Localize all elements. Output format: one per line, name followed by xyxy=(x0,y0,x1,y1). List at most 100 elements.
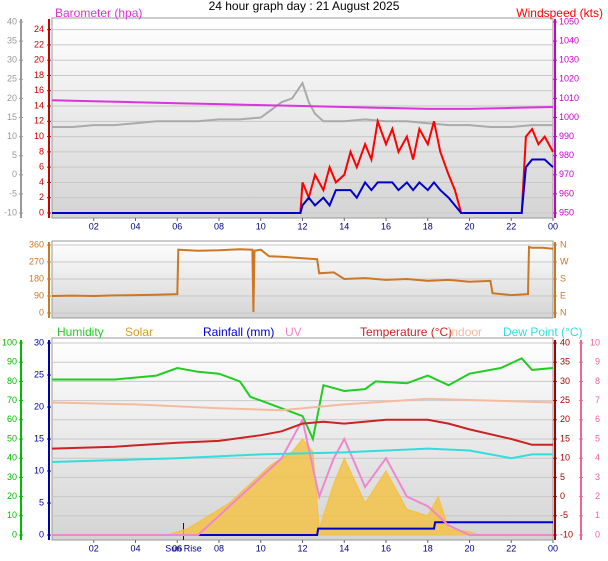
y-tick-label: 10 xyxy=(7,131,17,141)
y-tick-label: 40 xyxy=(7,453,17,463)
y-tick-label: 950 xyxy=(559,207,574,217)
y-tick-label: 100 xyxy=(2,337,17,347)
x-tick-label: 04 xyxy=(130,543,140,553)
y-tick-label: 14 xyxy=(34,100,44,110)
line xyxy=(52,158,554,214)
y-tick-label: 9 xyxy=(595,357,600,367)
y-tick-label: 10 xyxy=(34,465,44,475)
x-tick-label: 18 xyxy=(423,221,433,231)
y-tick-label: 5 xyxy=(12,150,17,160)
y-tick-label: 40 xyxy=(7,16,17,26)
line xyxy=(52,357,554,443)
line xyxy=(52,416,553,536)
legend-label: Indoor xyxy=(448,325,482,339)
x-tick-label: 20 xyxy=(464,221,474,231)
y-tick-label: 20 xyxy=(7,93,17,103)
y-tick-label: 1 xyxy=(595,510,600,520)
legend-label: Solar xyxy=(125,325,153,339)
y-tick-label: -5 xyxy=(560,510,568,520)
y-tick-label: 8 xyxy=(595,376,600,386)
y-tick-label: 2 xyxy=(595,491,600,501)
y-tick-label: 3 xyxy=(595,472,600,482)
y-tick-label: 30 xyxy=(7,55,17,65)
x-tick-label: 10 xyxy=(256,221,266,231)
line xyxy=(51,99,554,110)
y-tick-label: W xyxy=(560,256,569,266)
y-tick-label: 24 xyxy=(34,24,44,34)
y-tick-label: 25 xyxy=(34,369,44,379)
y-tick-label: 12 xyxy=(34,116,44,126)
x-tick-label: 18 xyxy=(423,543,433,553)
y-tick-label: 20 xyxy=(7,491,17,501)
x-tick-label: 00 xyxy=(548,221,558,231)
y-tick-label: 80 xyxy=(7,376,17,386)
y-tick-label: 6 xyxy=(39,162,44,172)
y-tick-label: 1010 xyxy=(559,93,579,103)
y-tick-label: 1000 xyxy=(559,112,579,122)
x-tick-label: 14 xyxy=(339,543,349,553)
y-tick-label: 1030 xyxy=(559,55,579,65)
y-tick-label: N xyxy=(560,239,567,249)
x-tick-label: 22 xyxy=(506,543,516,553)
line xyxy=(51,447,553,463)
y-tick-label: 22 xyxy=(34,39,44,49)
legend-label: UV xyxy=(285,325,302,339)
y-tick-label: -10 xyxy=(4,207,17,217)
y-tick-label: 25 xyxy=(7,74,17,84)
x-tick-label: 02 xyxy=(89,221,99,231)
line xyxy=(52,80,553,128)
y-tick-label: -5 xyxy=(9,188,17,198)
y-tick-label: 16 xyxy=(34,85,44,95)
legend-label: Rainfall (mm) xyxy=(203,325,274,339)
y-tick-label: 35 xyxy=(7,35,17,45)
x-tick-label: 04 xyxy=(130,221,140,231)
line xyxy=(52,521,553,536)
x-tick-label: 22 xyxy=(506,221,516,231)
y-tick-label: -10 xyxy=(560,529,573,539)
y-tick-label: 35 xyxy=(560,357,570,367)
y-tick-label: 20 xyxy=(34,401,44,411)
legend-label: Humidity xyxy=(57,325,104,339)
legend-label: Windspeed (kts) xyxy=(516,6,603,20)
y-tick-label: 10 xyxy=(560,453,570,463)
y-tick-label: 270 xyxy=(29,256,44,266)
y-tick-label: 960 xyxy=(559,188,574,198)
x-tick-label: 00 xyxy=(548,543,558,553)
y-tick-label: 4 xyxy=(595,453,600,463)
legend-label: Barometer (hpa) xyxy=(55,6,142,20)
y-tick-label: 5 xyxy=(560,472,565,482)
x-tick-label: 02 xyxy=(89,543,99,553)
y-tick-label: 90 xyxy=(34,290,44,300)
y-tick-label: 6 xyxy=(595,414,600,424)
y-tick-label: 70 xyxy=(7,395,17,405)
y-tick-label: 360 xyxy=(29,239,44,249)
y-tick-label: 20 xyxy=(560,414,570,424)
y-tick-label: 30 xyxy=(560,376,570,386)
y-tick-label: 30 xyxy=(7,472,17,482)
y-tick-label: E xyxy=(560,290,566,300)
y-tick-label: 0 xyxy=(595,529,600,539)
y-tick-label: 40 xyxy=(560,337,570,347)
annotation: Sun Rise xyxy=(165,543,202,553)
y-tick-label: 15 xyxy=(7,112,17,122)
x-tick-label: 12 xyxy=(297,221,307,231)
y-tick-label: S xyxy=(560,273,566,283)
y-tick-label: 8 xyxy=(39,146,44,156)
legend-label: Dew Point (°C) xyxy=(503,325,582,339)
y-tick-label: 60 xyxy=(7,414,17,424)
x-tick-label: 16 xyxy=(381,543,391,553)
y-tick-label: 1020 xyxy=(559,74,579,84)
y-tick-label: 5 xyxy=(595,433,600,443)
y-tick-label: 18 xyxy=(34,70,44,80)
y-tick-label: 0 xyxy=(560,491,565,501)
y-tick-label: 15 xyxy=(34,433,44,443)
y-tick-label: 10 xyxy=(34,131,44,141)
y-tick-label: 1050 xyxy=(559,16,579,26)
y-tick-label: 5 xyxy=(39,497,44,507)
y-tick-label: 50 xyxy=(7,433,17,443)
x-tick-label: 06 xyxy=(172,543,182,553)
y-tick-label: 0 xyxy=(12,529,17,539)
y-tick-label: 25 xyxy=(560,395,570,405)
